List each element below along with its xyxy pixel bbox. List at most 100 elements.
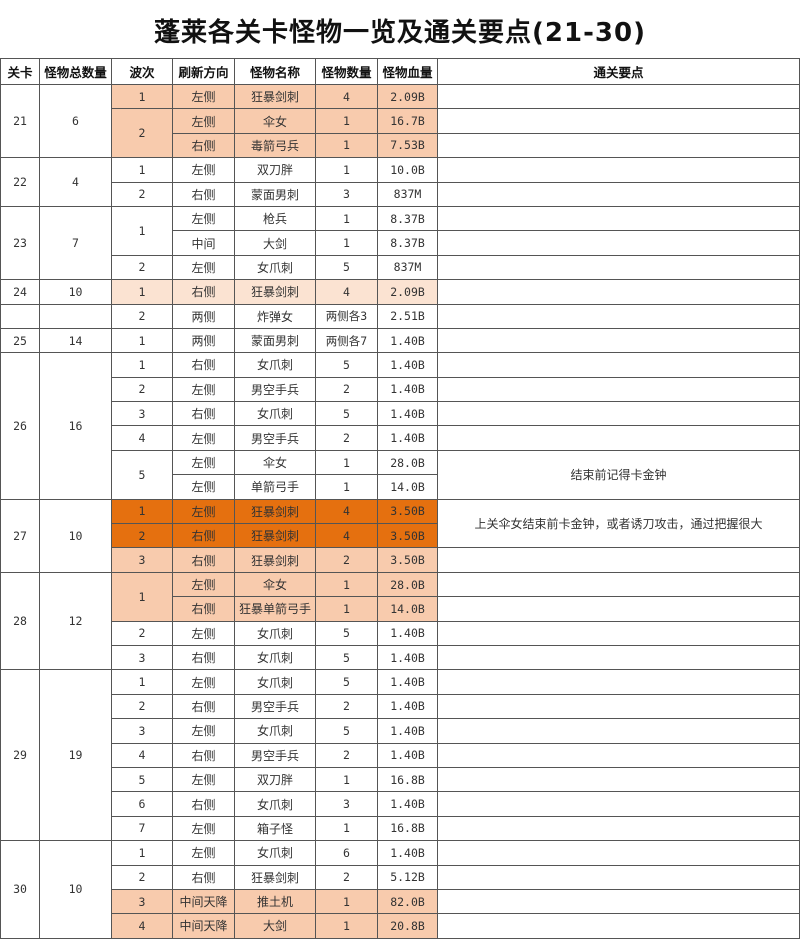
monster-name-cell: 女爪刺 [234, 254, 316, 281]
wave-cell: 2 [111, 523, 173, 549]
table-row: 6 右侧 女爪刺 3 1.40B [1, 791, 800, 817]
table-row: 2 右侧 狂暴剑刺 2 5.12B [1, 864, 800, 890]
monster-count-cell: 1 [315, 913, 378, 939]
level-cell: 28 [0, 571, 40, 671]
wave-cell: 2 [111, 376, 173, 403]
wave-cell: 1 [111, 352, 173, 378]
monster-count-cell: 两侧各3 [315, 303, 378, 329]
monster-name-cell: 狂暴剑刺 [234, 547, 316, 573]
direction-cell: 右侧 [172, 547, 235, 573]
direction-cell: 右侧 [172, 693, 235, 720]
monster-count-cell: 4 [315, 83, 378, 110]
monster-hp-cell: 82.0B [377, 888, 438, 915]
table-row: 25 14 1 两侧 蒙面男刺 两侧各7 1.40B [0, 327, 800, 354]
table-row: 3 右侧 女爪刺 5 1.40B [1, 644, 800, 671]
direction-cell: 左侧 [172, 766, 235, 793]
monster-hp-cell: 1.40B [377, 840, 438, 866]
level-cell: 22 [0, 157, 40, 207]
monster-name-cell: 伞女 [234, 571, 316, 598]
tip-cell [437, 718, 800, 744]
monster-count-cell: 3 [315, 791, 378, 817]
monster-name-cell: 女爪刺 [234, 669, 316, 695]
direction-cell: 右侧 [172, 791, 235, 817]
level-cell: 30 [0, 840, 40, 939]
direction-cell: 中间天降 [172, 913, 235, 939]
monster-hp-cell: 7.53B [377, 132, 438, 159]
direction-cell: 左侧 [172, 376, 235, 403]
direction-cell: 右侧 [172, 352, 235, 378]
table-row: 4 右侧 男空手兵 2 1.40B [1, 742, 800, 768]
monster-hp-cell: 3.50B [377, 523, 438, 549]
monster-count-cell: 6 [315, 840, 378, 866]
monster-hp-cell: 2.51B [377, 303, 438, 329]
direction-cell: 中间 [172, 230, 235, 256]
total-count-cell: 12 [39, 571, 112, 671]
monster-count-cell: 2 [315, 547, 378, 573]
wave-cell: 5 [111, 449, 173, 500]
header-wave: 波次 [111, 58, 173, 85]
direction-cell: 右侧 [172, 279, 235, 305]
wave-cell: 1 [111, 498, 173, 525]
table-row: 2 两侧 炸弹女 两侧各3 2.51B [0, 303, 800, 329]
level-cell: 24 [0, 279, 40, 305]
total-count-cell: 16 [39, 352, 112, 500]
monster-count-cell: 1 [315, 766, 378, 793]
table-row: 2 左侧 伞女 1 16.7B [1, 108, 800, 159]
tip-cell [437, 108, 800, 134]
monster-name-cell: 男空手兵 [234, 693, 316, 720]
direction-cell: 中间天降 [172, 888, 235, 915]
monster-name-cell: 女爪刺 [234, 352, 316, 378]
table-row: 24 10 1 右侧 狂暴剑刺 4 2.09B [0, 279, 800, 305]
table-row: 3 左侧 女爪刺 5 1.40B [1, 718, 800, 744]
direction-cell: 左侧 [172, 498, 235, 525]
header-level: 关卡 [0, 58, 40, 85]
monster-name-cell: 单箭弓手 [234, 474, 316, 500]
monster-hp-cell: 8.37B [377, 230, 438, 256]
tip-cell [437, 83, 800, 110]
monster-name-cell: 女爪刺 [234, 620, 316, 646]
monster-hp-cell: 14.0B [377, 596, 438, 622]
monster-hp-cell: 1.40B [377, 693, 438, 720]
tip-cell [437, 888, 800, 915]
tip-cell [437, 669, 800, 695]
wave-cell: 6 [111, 791, 173, 817]
table-row: 23 7 1 左侧 枪兵 1 8.37B [0, 205, 800, 281]
monster-count-cell: 1 [315, 108, 378, 134]
monster-count-cell: 1 [315, 596, 378, 622]
table-row: 30 10 1 左侧 女爪刺 6 1.40B [0, 840, 800, 939]
tip-cell [437, 327, 800, 354]
total-count-cell: 7 [39, 205, 112, 281]
monster-hp-cell: 16.8B [377, 766, 438, 793]
tip-cell [437, 254, 800, 281]
header-monster-name: 怪物名称 [234, 58, 316, 85]
monster-hp-cell: 1.40B [377, 791, 438, 817]
monster-name-cell: 狂暴剑刺 [234, 83, 316, 110]
monster-name-cell: 枪兵 [234, 205, 316, 232]
level-cell: 25 [0, 327, 40, 354]
tip-cell: 结束前记得卡金钟 [437, 449, 800, 500]
monster-hp-cell: 14.0B [377, 474, 438, 500]
wave-cell: 5 [111, 766, 173, 793]
direction-cell: 右侧 [172, 596, 235, 622]
monster-count-cell: 2 [315, 376, 378, 403]
tip-cell [437, 693, 800, 720]
wave-cell: 2 [111, 254, 173, 281]
monster-count-cell: 2 [315, 742, 378, 768]
wave-cell: 2 [111, 181, 173, 207]
wave-cell: 1 [111, 83, 173, 110]
table-row: 2 左侧 女爪刺 5 837M [1, 254, 800, 281]
monster-name-cell: 炸弹女 [234, 303, 316, 329]
tip-cell [437, 547, 800, 573]
wave-cell: 1 [111, 157, 173, 183]
tip-cell [437, 742, 800, 768]
total-count-cell: 10 [39, 840, 112, 939]
wave-cell: 3 [111, 644, 173, 671]
monster-name-cell: 男空手兵 [234, 376, 316, 403]
tip-cell [437, 181, 800, 207]
monster-count-cell: 5 [315, 669, 378, 695]
monster-name-cell: 双刀胖 [234, 766, 316, 793]
direction-cell: 左侧 [172, 205, 235, 232]
direction-cell: 右侧 [172, 864, 235, 890]
monster-hp-cell: 1.40B [377, 742, 438, 768]
wave-cell: 3 [111, 718, 173, 744]
